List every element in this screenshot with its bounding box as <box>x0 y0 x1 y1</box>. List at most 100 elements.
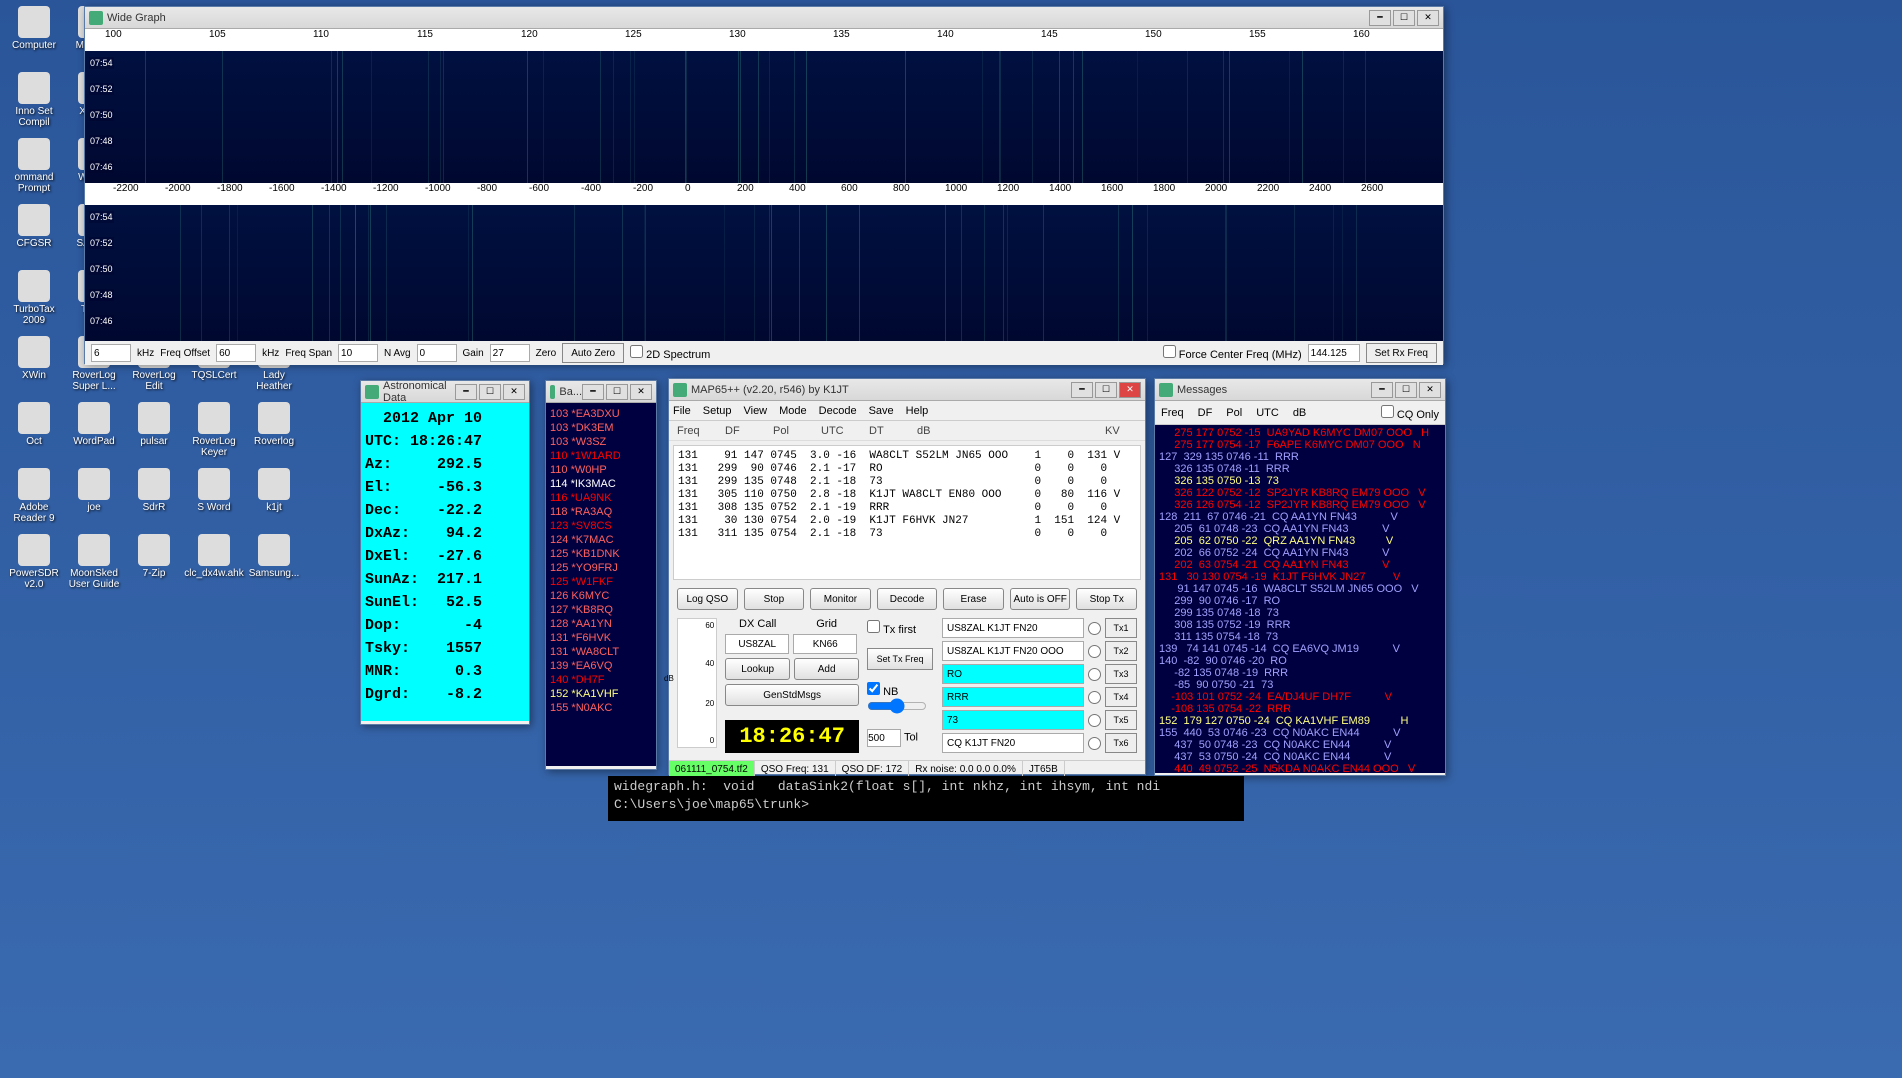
center-freq-input[interactable] <box>1308 344 1360 362</box>
desktop-icon[interactable]: joe <box>66 468 122 530</box>
menu-mode[interactable]: Mode <box>779 405 807 417</box>
monitor-button[interactable]: Monitor <box>810 588 871 610</box>
menu-help[interactable]: Help <box>906 405 929 417</box>
tx4-input[interactable] <box>942 687 1084 707</box>
desktop-icon[interactable]: Inno Set Compil <box>6 72 62 134</box>
stop-button[interactable]: Stop <box>744 588 805 610</box>
desktop-icon[interactable]: MoonSked User Guide <box>66 534 122 596</box>
decode-button[interactable]: Decode <box>877 588 938 610</box>
desktop-icon[interactable]: CFGSR <box>6 204 62 266</box>
menu-view[interactable]: View <box>743 405 767 417</box>
titlebar[interactable]: MAP65++ (v2.20, r546) by K1JT ━ ☐ ✕ <box>669 379 1145 401</box>
desktop-icon[interactable]: Oct <box>6 402 62 464</box>
khz-input[interactable] <box>91 344 131 362</box>
desktop-icon[interactable]: Adobe Reader 9 <box>6 468 62 530</box>
menu-decode[interactable]: Decode <box>819 405 857 417</box>
desktop-icon[interactable]: Samsung... <box>246 534 302 596</box>
auto-is-off-button[interactable]: Auto is OFF <box>1010 588 1071 610</box>
waterfall-lower[interactable]: 07:5407:5207:5007:4807:46 <box>85 205 1443 341</box>
log-qso-button[interactable]: Log QSO <box>677 588 738 610</box>
erase-button[interactable]: Erase <box>943 588 1004 610</box>
auto-zero-button[interactable]: Auto Zero <box>562 343 624 363</box>
titlebar[interactable]: Wide Graph ━ ☐ ✕ <box>85 7 1443 29</box>
desktop-icon[interactable]: k1jt <box>246 468 302 530</box>
decode-list[interactable]: 131 91 147 0745 3.0 -16 WA8CLT S52LM JN6… <box>673 445 1141 580</box>
menu-save[interactable]: Save <box>869 405 894 417</box>
menu-setup[interactable]: Setup <box>703 405 732 417</box>
tx4-button[interactable]: Tx4 <box>1105 687 1137 707</box>
tx5-radio[interactable] <box>1088 714 1101 727</box>
tx3-button[interactable]: Tx3 <box>1105 664 1137 684</box>
waterfall-upper[interactable]: 07:5407:5207:5007:4807:46 <box>85 51 1443 183</box>
force-center-checkbox[interactable]: Force Center Freq (MHz) <box>1163 345 1302 361</box>
nb-checkbox[interactable]: NB <box>867 686 898 698</box>
close-button[interactable]: ✕ <box>1119 382 1141 398</box>
stop-tx-button[interactable]: Stop Tx <box>1076 588 1137 610</box>
desktop-icon[interactable]: Roverlog <box>246 402 302 464</box>
desktop-icon[interactable]: TurboTax 2009 <box>6 270 62 332</box>
tx5-input[interactable] <box>942 710 1084 730</box>
desktop-icon[interactable]: pulsar <box>126 402 182 464</box>
minimize-button[interactable]: ━ <box>1371 382 1393 398</box>
span-input[interactable] <box>216 344 256 362</box>
titlebar[interactable]: Messages ━ ☐ ✕ <box>1155 379 1445 401</box>
desktop-icon[interactable]: 7-Zip <box>126 534 182 596</box>
tx3-radio[interactable] <box>1088 668 1101 681</box>
tol-input[interactable] <box>867 729 901 747</box>
dx-grid-input[interactable] <box>793 634 857 654</box>
nb-slider[interactable] <box>867 698 927 714</box>
tx3-input[interactable] <box>942 664 1084 684</box>
messages-list[interactable]: 275 177 0752 -15 UA9YAD K6MYC DM07 OOO H… <box>1155 425 1445 773</box>
cq-only-checkbox[interactable]: CQ Only <box>1381 405 1439 421</box>
desktop-icon[interactable]: PowerSDR v2.0 <box>6 534 62 596</box>
gain-input[interactable] <box>417 344 457 362</box>
genstdmsgs-button[interactable]: GenStdMsgs <box>725 684 859 706</box>
tx5-button[interactable]: Tx5 <box>1105 710 1137 730</box>
add-button[interactable]: Add <box>794 658 859 680</box>
desktop-icon[interactable]: WordPad <box>66 402 122 464</box>
close-button[interactable]: ✕ <box>630 384 652 400</box>
desktop-icon[interactable]: SdrR <box>126 468 182 530</box>
dx-call-input[interactable] <box>725 634 789 654</box>
desktop-icon[interactable]: RoverLog Keyer <box>186 402 242 464</box>
desktop-icon[interactable]: XWin <box>6 336 62 398</box>
maximize-button[interactable]: ☐ <box>479 384 501 400</box>
set-rx-freq-button[interactable]: Set Rx Freq <box>1366 343 1437 363</box>
maximize-button[interactable]: ☐ <box>1395 382 1417 398</box>
minimize-button[interactable]: ━ <box>1369 10 1391 26</box>
set-tx-freq-button[interactable]: Set Tx Freq <box>867 648 933 670</box>
tx1-button[interactable]: Tx1 <box>1105 618 1137 638</box>
tx2-input[interactable] <box>942 641 1084 661</box>
desktop-icon[interactable]: clc_dx4w.ahk <box>186 534 242 596</box>
close-button[interactable]: ✕ <box>1419 382 1441 398</box>
tx-first-checkbox[interactable]: Tx first <box>867 624 916 636</box>
titlebar[interactable]: Astronomical Data ━ ☐ ✕ <box>361 381 529 403</box>
menu-file[interactable]: File <box>673 405 691 417</box>
minimize-button[interactable]: ━ <box>582 384 604 400</box>
desktop-icon[interactable]: S Word <box>186 468 242 530</box>
tx2-button[interactable]: Tx2 <box>1105 641 1137 661</box>
val27-input[interactable] <box>490 344 530 362</box>
tx6-input[interactable] <box>942 733 1084 753</box>
band-list[interactable]: 103 *EA3DXU103 *DK3EM103 *W3SZ110 *1W1AR… <box>546 403 656 766</box>
close-button[interactable]: ✕ <box>503 384 525 400</box>
desktop-icon[interactable]: ommand Prompt <box>6 138 62 200</box>
close-button[interactable]: ✕ <box>1417 10 1439 26</box>
maximize-button[interactable]: ☐ <box>1095 382 1117 398</box>
2d-spectrum-checkbox[interactable]: 2D Spectrum <box>630 345 710 361</box>
tx4-radio[interactable] <box>1088 691 1101 704</box>
tx1-radio[interactable] <box>1088 622 1101 635</box>
maximize-button[interactable]: ☐ <box>606 384 628 400</box>
tx1-input[interactable] <box>942 618 1084 638</box>
desktop-icon[interactable]: Computer <box>6 6 62 68</box>
minimize-button[interactable]: ━ <box>1071 382 1093 398</box>
lookup-button[interactable]: Lookup <box>725 658 790 680</box>
tx2-radio[interactable] <box>1088 645 1101 658</box>
navg-input[interactable] <box>338 344 378 362</box>
tx6-radio[interactable] <box>1088 737 1101 750</box>
minimize-button[interactable]: ━ <box>455 384 477 400</box>
titlebar[interactable]: Ba... ━ ☐ ✕ <box>546 381 656 403</box>
terminal-window[interactable]: widegraph.h: void dataSink2(float s[], i… <box>608 776 1244 821</box>
maximize-button[interactable]: ☐ <box>1393 10 1415 26</box>
tx6-button[interactable]: Tx6 <box>1105 733 1137 753</box>
